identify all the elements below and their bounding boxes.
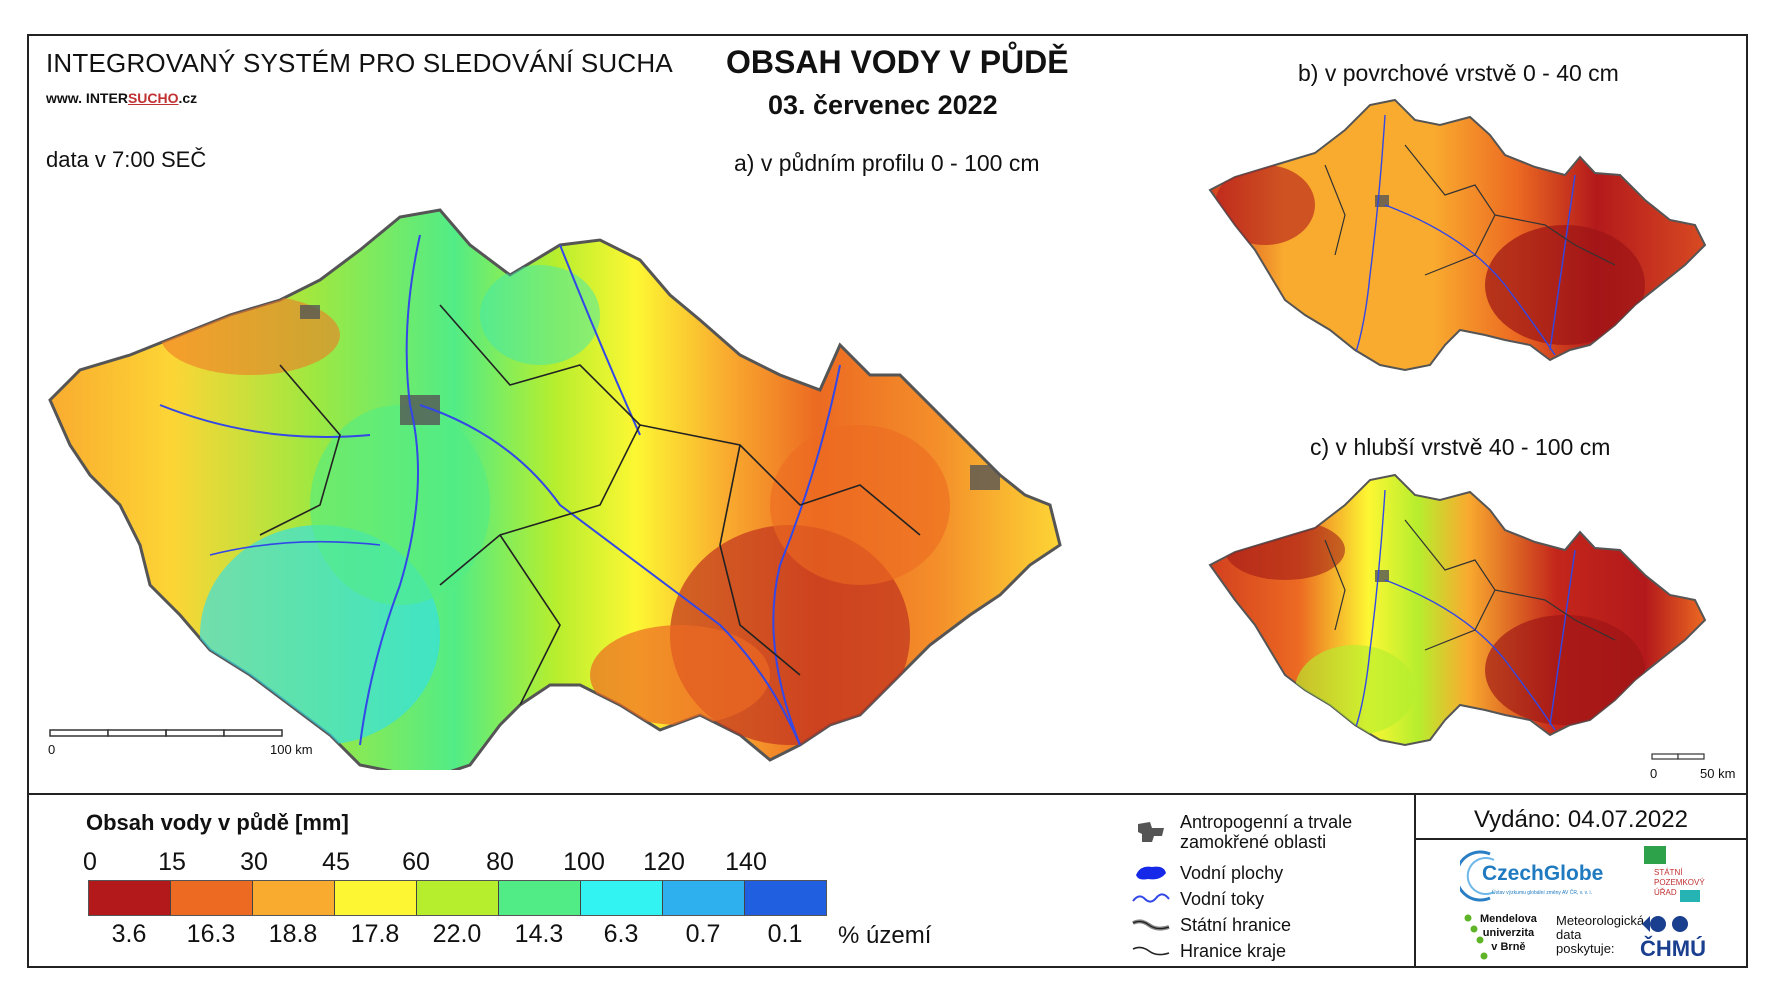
legend-swatch — [581, 881, 663, 915]
chmu-name: ČHMÚ — [1640, 936, 1706, 961]
symbol-urban-area: Antropogenní a trvale zamokřené oblasti — [1130, 812, 1352, 852]
spu-line: ÚŘAD — [1654, 888, 1677, 897]
panel-a-title: a) v půdním profilu 0 - 100 cm — [734, 150, 1040, 176]
main-scale-end: 100 km — [270, 742, 313, 757]
spu-teal-mark — [1680, 890, 1700, 902]
region-border-icon — [1130, 938, 1172, 964]
logo-divider — [1414, 793, 1416, 968]
spu-green-mark — [1644, 846, 1666, 864]
chmu-emblem-icon — [1642, 916, 1688, 932]
chmu-text-line: Meteorologická — [1556, 913, 1645, 928]
symbol-label: Vodní toky — [1180, 889, 1265, 909]
symbol-water-body: Vodní plochy — [1130, 860, 1283, 886]
chmu-text-line: poskytuje: — [1556, 941, 1615, 956]
legend-percentage: 14.3 — [514, 920, 564, 948]
legend-tick: 140 — [725, 848, 767, 876]
issued-divider — [1414, 838, 1748, 840]
legend-swatch — [171, 881, 253, 915]
legend-tick: 60 — [402, 848, 430, 876]
legend-swatch — [417, 881, 499, 915]
legend-tick: 0 — [83, 848, 97, 876]
mendelu-logo: Mendelova univerzita v Brně — [1462, 912, 1552, 964]
legend-divider — [27, 793, 1748, 795]
mendelu-line: v Brně — [1491, 941, 1526, 953]
state-border-icon — [1130, 912, 1172, 938]
symbol-label: Hranice kraje — [1180, 941, 1287, 961]
river-icon — [1130, 886, 1172, 912]
czechglobe-subtitle: Ústav výzkumu globální změny AV ČR, v. v… — [1492, 890, 1593, 896]
map-date: 03. červenec 2022 — [768, 90, 998, 120]
data-time: data v 7:00 SEČ — [46, 147, 207, 172]
legend-swatch — [499, 881, 581, 915]
system-title: INTEGROVANÝ SYSTÉM PRO SLEDOVÁNÍ SUCHA — [46, 48, 673, 78]
legend-swatch — [335, 881, 417, 915]
legend-tick: 100 — [563, 848, 605, 876]
czechglobe-logo: CzechGlobe Ústav výzkumu globální změny … — [1454, 846, 1620, 906]
legend-percentage: 17.8 — [350, 920, 400, 948]
legend-tick: 15 — [158, 848, 186, 876]
main-title: OBSAH VODY V PŮDĚ — [726, 44, 1069, 80]
symbol-label: Vodní plochy — [1180, 863, 1284, 883]
symbol-label: zamokřené oblasti — [1180, 832, 1327, 852]
legend-title: Obsah vody v půdě [mm] — [86, 810, 349, 835]
legend-tick: 30 — [240, 848, 268, 876]
surface-layer-map — [1208, 98, 1707, 372]
legend-percentage: 3.6 — [111, 920, 147, 948]
website-link[interactable]: www. INTERSUCHO.cz — [46, 90, 197, 106]
legend-tick: 45 — [322, 848, 350, 876]
symbol-river: Vodní toky — [1130, 886, 1264, 912]
legend-swatch — [253, 881, 335, 915]
small-scale-bar — [1651, 753, 1705, 760]
website-prefix: www. INTER — [46, 90, 128, 106]
legend-percentage: 0.1 — [767, 920, 803, 948]
spu-line: POZEMKOVÝ — [1654, 878, 1705, 887]
legend-percentage: 18.8 — [268, 920, 318, 948]
legend-percentage: 0.7 — [685, 920, 721, 948]
chmu-logo: Meteorologická data poskytuje: ČHMÚ — [1556, 912, 1746, 964]
deep-layer-map — [1208, 473, 1707, 747]
issued-date: Vydáno: 04.07.2022 — [1474, 806, 1688, 833]
main-scale-start: 0 — [48, 742, 56, 757]
website-suffix: .cz — [178, 90, 198, 106]
small-scale-end: 50 km — [1700, 766, 1736, 781]
legend-percentage: 22.0 — [432, 920, 482, 948]
small-scale-start: 0 — [1650, 766, 1658, 781]
symbol-label: Státní hranice — [1180, 915, 1292, 935]
symbol-state-border: Státní hranice — [1130, 912, 1291, 938]
mendelu-line: univerzita — [1482, 927, 1535, 939]
legend-color-bar — [88, 880, 827, 916]
czechglobe-name: CzechGlobe — [1482, 862, 1604, 885]
main-scale-bar — [49, 729, 283, 737]
spu-line: STÁTNÍ — [1654, 868, 1683, 877]
legend-percent-unit: % území — [838, 922, 932, 949]
symbol-label: Antropogenní a trvale — [1180, 812, 1353, 832]
panel-c-title: c) v hlubší vrstvě 40 - 100 cm — [1310, 434, 1611, 460]
legend-tick: 80 — [486, 848, 514, 876]
main-map — [48, 208, 1062, 770]
panel-b-title: b) v povrchové vrstvě 0 - 40 cm — [1298, 60, 1619, 86]
symbol-region-border: Hranice kraje — [1130, 938, 1286, 964]
website-highlight: SUCHO — [127, 90, 179, 106]
spu-logo: STÁTNÍ POZEMKOVÝ ÚŘAD — [1640, 844, 1740, 904]
legend-swatch — [745, 881, 826, 915]
chmu-text-line: data — [1556, 927, 1582, 942]
legend-swatch — [663, 881, 745, 915]
urban-area-icon — [1130, 819, 1172, 845]
mendelu-line: Mendelova — [1480, 913, 1537, 925]
legend-percentage: 6.3 — [603, 920, 639, 948]
legend-percentage: 16.3 — [186, 920, 236, 948]
legend-tick: 120 — [643, 848, 685, 876]
water-body-icon — [1130, 860, 1172, 886]
legend-swatch — [89, 881, 171, 915]
